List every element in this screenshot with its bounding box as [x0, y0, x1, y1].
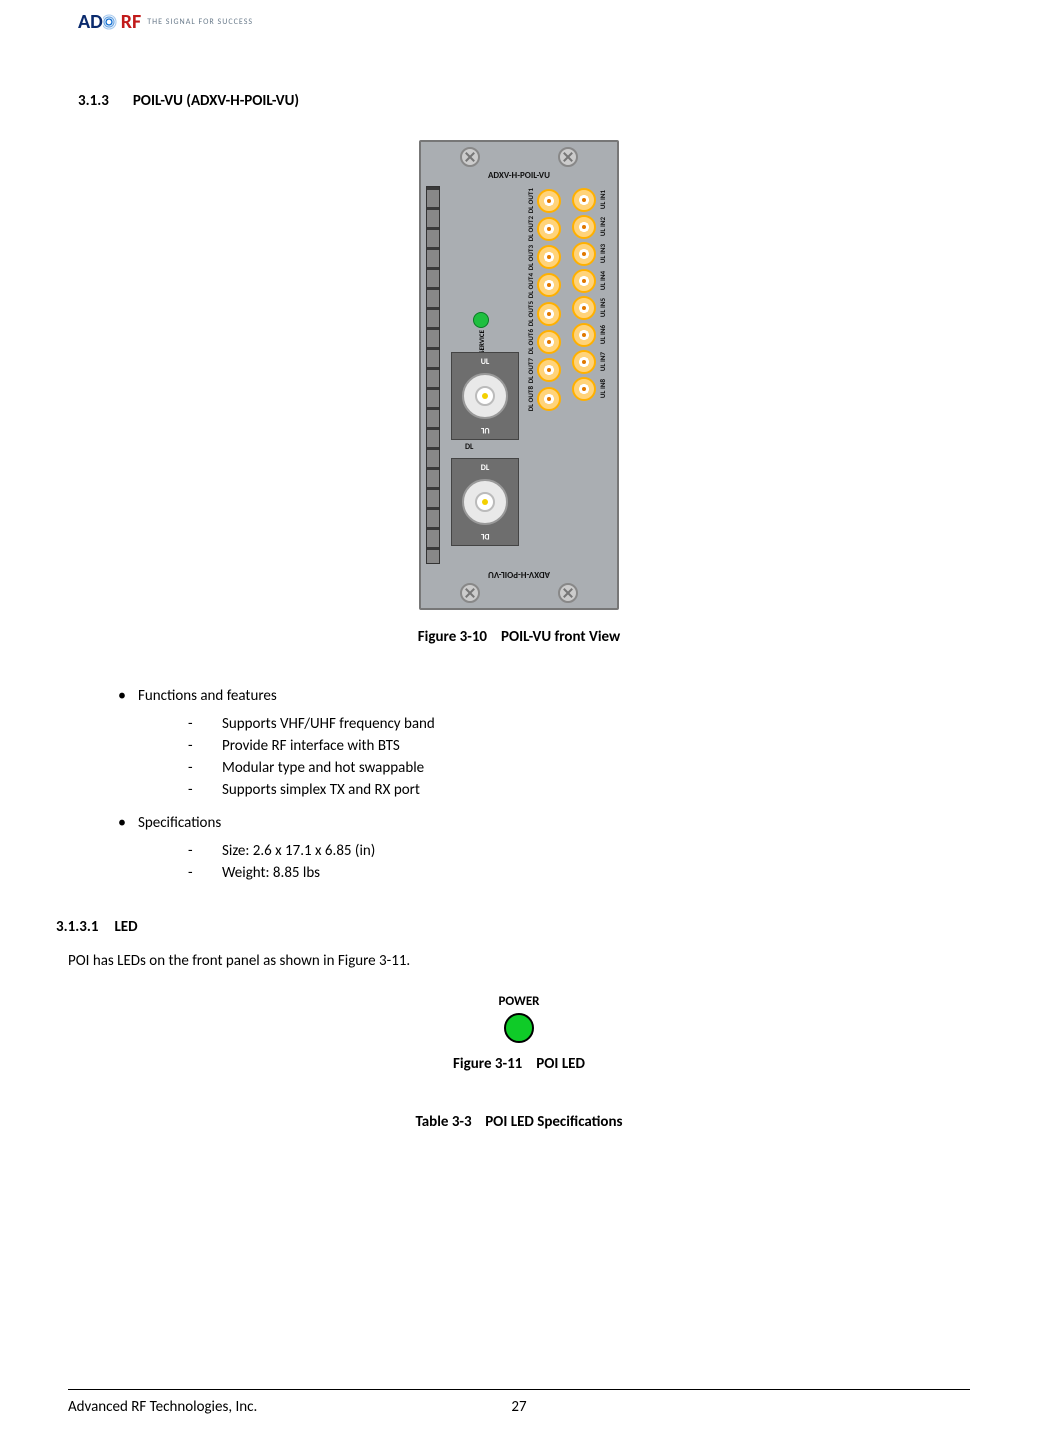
- list-item: Supports VHF/UHF frequency band: [188, 715, 970, 733]
- sma-connector-icon: [572, 350, 596, 374]
- power-led-icon: [504, 1013, 534, 1043]
- table-caption: Table 3-3 POI LED Specifications: [68, 1113, 970, 1131]
- dl-mid-label: DL: [465, 442, 473, 452]
- ul-port-column: UL IN1 UL IN2 UL IN3 UL IN4 UL IN5 UL IN…: [572, 188, 607, 401]
- dl-port: DL OUT4: [526, 273, 561, 298]
- screw-icon: [558, 583, 578, 603]
- device-model-bottom: ADXV-H-POIL-VU: [421, 569, 617, 580]
- sma-connector-icon: [572, 323, 596, 347]
- dl-port: DL OUT1: [526, 188, 561, 213]
- list-item: Provide RF interface with BTS: [188, 737, 970, 755]
- dl-port: DL OUT7: [526, 358, 561, 383]
- list-item: Weight: 8.85 lbs: [188, 864, 970, 882]
- bullet-functions-heading: Functions and features: [118, 686, 970, 705]
- figure-number: Figure 3-10: [418, 628, 487, 646]
- ul-port: UL IN1: [572, 188, 607, 212]
- figure-caption: Figure 3-11 POI LED: [68, 1055, 970, 1073]
- n-connector-icon: [462, 479, 508, 525]
- dl-port: DL OUT6: [526, 329, 561, 354]
- led-figure: POWER: [68, 994, 970, 1043]
- subsection-number: 3.1.3.1: [56, 918, 98, 936]
- sma-connector-icon: [537, 387, 561, 411]
- table-title: POI LED Specifications: [485, 1113, 622, 1131]
- subsection-title: LED: [114, 918, 137, 936]
- led-icon: [473, 312, 489, 328]
- sma-connector-icon: [537, 273, 561, 297]
- ul-port: UL IN2: [572, 215, 607, 239]
- ul-port: UL IN7: [572, 350, 607, 374]
- bullet-specs-heading: Specifications: [118, 813, 970, 832]
- sma-connector-icon: [537, 189, 561, 213]
- sma-connector-icon: [572, 188, 596, 212]
- device-model-top: ADXV-H-POIL-VU: [421, 170, 617, 181]
- sma-connector-icon: [572, 377, 596, 401]
- sma-connector-icon: [572, 269, 596, 293]
- figure-title: POI LED: [536, 1055, 585, 1073]
- figure-number: Figure 3-11: [453, 1055, 522, 1073]
- dl-main-port: DL DL: [451, 458, 519, 546]
- sma-connector-icon: [537, 217, 561, 241]
- device-rail: [426, 186, 440, 564]
- subsection-heading: 3.1.3.1 LED: [56, 918, 970, 936]
- dl-port: DL OUT3: [526, 245, 561, 270]
- screw-icon: [460, 147, 480, 167]
- logo-suffix: RF: [121, 10, 141, 34]
- service-label: SERVICE: [477, 330, 486, 354]
- screw-icon: [460, 583, 480, 603]
- footer-page-number: 27: [511, 1398, 526, 1416]
- list-item: Supports simplex TX and RX port: [188, 781, 970, 799]
- led-label: POWER: [499, 994, 540, 1009]
- ul-port: UL IN3: [572, 242, 607, 266]
- functions-list: Supports VHF/UHF frequency band Provide …: [188, 715, 970, 799]
- sma-connector-icon: [537, 302, 561, 326]
- figure-title: POIL-VU front View: [501, 628, 620, 646]
- sma-connector-icon: [572, 242, 596, 266]
- sma-connector-icon: [537, 330, 561, 354]
- figure-caption: Figure 3-10 POIL-VU front View: [68, 628, 970, 646]
- table-number: Table 3-3: [415, 1113, 471, 1131]
- logo-prefix: AD: [78, 10, 103, 34]
- ul-port: UL IN5: [572, 296, 607, 320]
- dl-port: DL OUT2: [526, 216, 561, 241]
- ul-main-port: UL UL: [451, 352, 519, 440]
- logo-tagline: THE SIGNAL FOR SUCCESS: [147, 17, 253, 27]
- section-number: 3.1.3: [78, 92, 109, 110]
- dl-port: DL OUT5: [526, 301, 561, 326]
- section-heading: 3.1.3 POIL-VU (ADXV-H-POIL-VU): [78, 92, 970, 110]
- n-connector-icon: [462, 373, 508, 419]
- dl-port: DL OUT8: [526, 386, 561, 411]
- service-led: SERVICE: [473, 312, 489, 354]
- ul-port: UL IN6: [572, 323, 607, 347]
- sma-connector-icon: [572, 296, 596, 320]
- dl-port-column: DL OUT1 DL OUT2 DL OUT3 DL OUT4 DL OUT5 …: [526, 188, 561, 411]
- list-item: Size: 2.6 x 17.1 x 6.85 (in): [188, 842, 970, 860]
- sma-connector-icon: [537, 358, 561, 382]
- device-front-view: ADXV-H-POIL-VU UL IN1 UL IN2 UL IN3 UL I…: [419, 140, 619, 610]
- header-logo: AD RF THE SIGNAL FOR SUCCESS: [68, 10, 970, 34]
- footer-company: Advanced RF Technologies, Inc.: [68, 1398, 257, 1416]
- sma-connector-icon: [537, 245, 561, 269]
- sma-connector-icon: [572, 215, 596, 239]
- screw-icon: [558, 147, 578, 167]
- page-footer: Advanced RF Technologies, Inc. 27: [68, 1389, 970, 1416]
- section-title: POIL-VU (ADXV-H-POIL-VU): [133, 92, 299, 110]
- specs-list: Size: 2.6 x 17.1 x 6.85 (in) Weight: 8.8…: [188, 842, 970, 882]
- ul-port: UL IN4: [572, 269, 607, 293]
- ul-port: UL IN8: [572, 377, 607, 401]
- subsection-body: POI has LEDs on the front panel as shown…: [68, 952, 970, 970]
- list-item: Modular type and hot swappable: [188, 759, 970, 777]
- logo-wave-icon: [103, 13, 121, 31]
